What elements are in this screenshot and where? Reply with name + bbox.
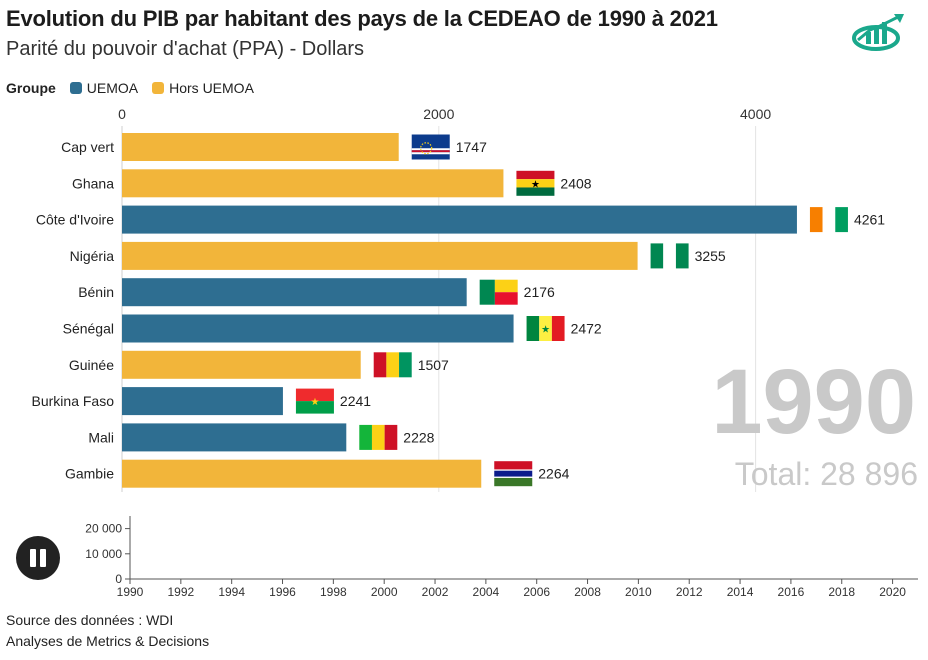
category-label: Bénin: [78, 284, 114, 300]
timeline-y-tick-label: 20 000: [85, 522, 122, 536]
svg-text:★: ★: [310, 397, 319, 408]
cote-divoire-flag-icon: [809, 207, 848, 233]
legend-swatch-hors-uemoa: [152, 82, 165, 94]
value-label: 2472: [571, 321, 602, 337]
year-overlay: 1990: [711, 351, 916, 453]
value-label: 2408: [560, 175, 591, 191]
timeline-x-tick-label[interactable]: 1990: [117, 585, 144, 599]
value-label: 2241: [340, 393, 371, 409]
legend-item-uemoa[interactable]: UEMOA: [69, 80, 139, 96]
legend-group-label: Groupe: [6, 80, 56, 96]
chart-title: Evolution du PIB par habitant des pays d…: [6, 6, 718, 31]
bar[interactable]: [122, 387, 283, 416]
timeline-x-tick-label[interactable]: 1996: [269, 585, 296, 599]
pause-icon: [30, 549, 36, 567]
bar[interactable]: [122, 350, 361, 379]
svg-text:★: ★: [541, 325, 550, 336]
timeline-x-tick-label[interactable]: 2004: [473, 585, 500, 599]
timeline-x-tick-label[interactable]: 2016: [778, 585, 805, 599]
timeline-x-tick-label[interactable]: 1998: [320, 585, 347, 599]
timeline-chart[interactable]: 0 10 000 20 000 1990 1992 1994 1996 1998 2000 200…: [0, 508, 928, 608]
growth-chart-logo-icon: [852, 14, 904, 51]
bar[interactable]: [122, 423, 347, 452]
timeline-x-tick-label[interactable]: 2010: [625, 585, 652, 599]
category-label: Côte d'Ivoire: [36, 212, 114, 228]
timeline-x-tick-label[interactable]: 2006: [523, 585, 550, 599]
value-label: 2264: [538, 466, 569, 482]
timeline-y-tick-label: 0: [115, 572, 122, 586]
timeline-x-tick-label[interactable]: 2014: [727, 585, 754, 599]
legend-label-hors-uemoa: Hors UEMOA: [169, 80, 254, 96]
chart-subtitle: Parité du pouvoir d'achat (PPA) - Dollar…: [6, 38, 365, 60]
category-label: Cap vert: [61, 139, 114, 155]
bar[interactable]: [122, 169, 504, 198]
timeline-x-tick-label[interactable]: 2020: [879, 585, 906, 599]
bar[interactable]: [122, 459, 482, 488]
legend-swatch-uemoa: [69, 82, 82, 94]
x-tick-label: 0: [118, 106, 126, 122]
bar[interactable]: [122, 314, 514, 343]
category-label: Nigéria: [70, 248, 115, 264]
timeline-x-tick-label[interactable]: 2008: [574, 585, 601, 599]
svg-text:★: ★: [531, 179, 540, 190]
pause-button[interactable]: [16, 536, 60, 580]
value-label: 2228: [403, 429, 434, 445]
source-note: Source des données : WDI: [6, 612, 174, 628]
gambia-flag-icon: [494, 461, 533, 487]
cabo-verde-flag-icon: [411, 134, 450, 160]
ghana-flag-icon: ★: [516, 170, 555, 196]
value-label: 1507: [418, 357, 449, 373]
timeline-x-tick-label[interactable]: 2012: [676, 585, 703, 599]
timeline-x-tick-label[interactable]: 2000: [371, 585, 398, 599]
bar[interactable]: [122, 133, 399, 161]
bar[interactable]: [122, 205, 797, 234]
timeline-x-tick-label[interactable]: 1994: [218, 585, 245, 599]
x-tick-label: 2000: [423, 106, 454, 122]
bar[interactable]: [122, 241, 638, 270]
burkina-faso-flag-icon: ★: [295, 388, 334, 414]
legend-item-hors-uemoa[interactable]: Hors UEMOA: [152, 80, 254, 96]
senegal-flag-icon: ★: [526, 316, 565, 341]
nigeria-flag-icon: [650, 243, 689, 269]
pause-icon-bar: [40, 549, 46, 567]
value-label: 2176: [524, 284, 555, 300]
category-label: Gambie: [65, 466, 114, 482]
category-label: Mali: [88, 429, 114, 445]
bar[interactable]: [122, 278, 467, 307]
benin-flag-icon: [479, 279, 518, 305]
total-overlay: Total: 28 896: [734, 456, 918, 492]
credit-note: Analyses de Metrics & Decisions: [6, 633, 210, 649]
guinea-flag-icon: [373, 352, 412, 378]
category-label: Ghana: [72, 175, 114, 191]
category-label: Guinée: [69, 357, 114, 373]
mali-flag-icon: [359, 424, 398, 450]
timeline-x-tick-label[interactable]: 2018: [828, 585, 855, 599]
category-label: Burkina Faso: [32, 393, 115, 409]
value-label: 4261: [854, 212, 885, 228]
legend-label-uemoa: UEMOA: [86, 80, 139, 96]
timeline-x-tick-label[interactable]: 2002: [422, 585, 449, 599]
value-label: 3255: [695, 248, 726, 264]
x-tick-label: 4000: [740, 106, 771, 122]
legend: Groupe UEMOA Hors UEMOA: [6, 78, 268, 98]
category-label: Sénégal: [63, 321, 114, 337]
timeline-x-tick-label[interactable]: 1992: [167, 585, 194, 599]
bar-chart: 0 2000 4000 Cap vert 1747 Ghana ★ 2408 Côte d'Iv…: [32, 106, 885, 492]
value-label: 1747: [456, 139, 487, 155]
timeline-y-tick-label: 10 000: [85, 547, 122, 561]
